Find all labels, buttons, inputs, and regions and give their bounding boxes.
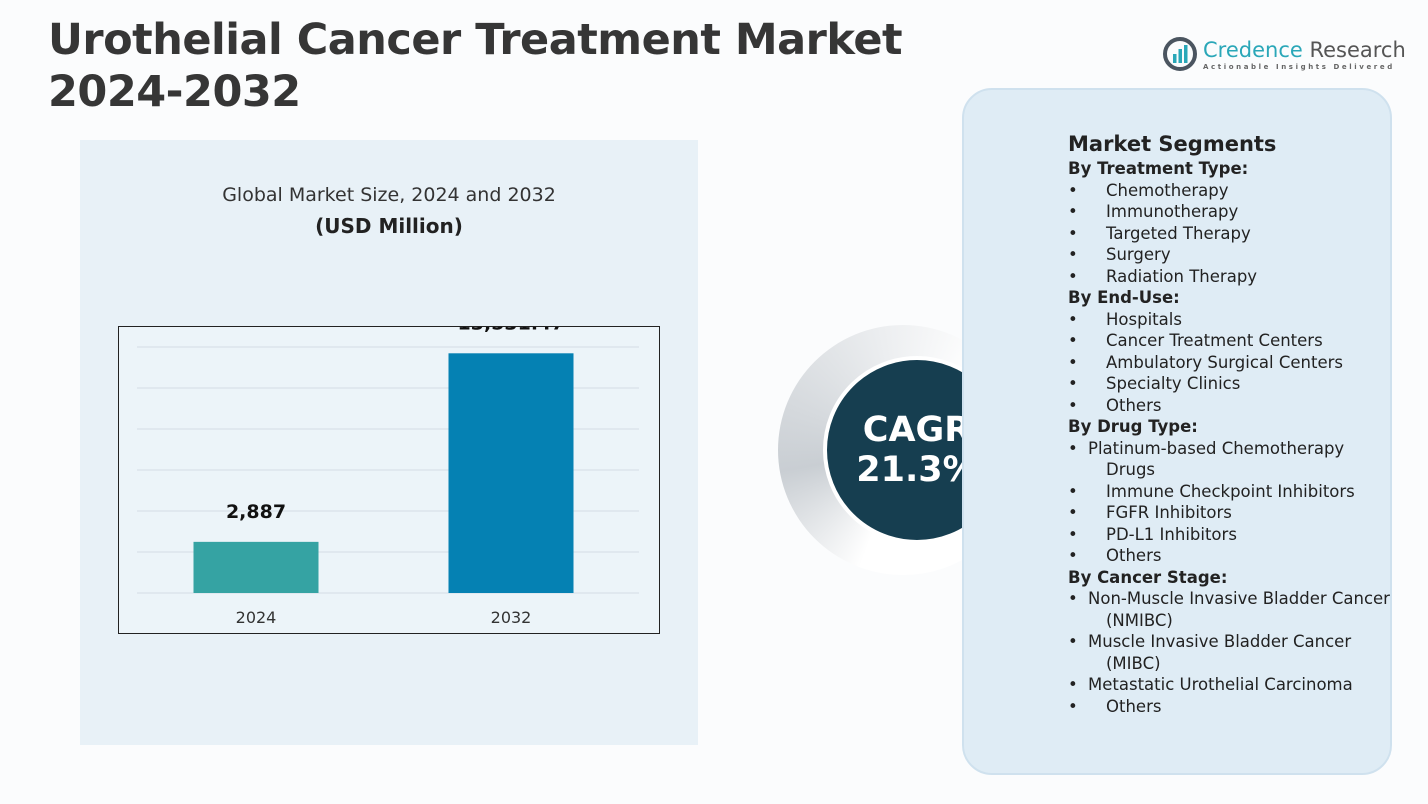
segment-item-label: Metastatic Urothelial Carcinoma bbox=[1088, 675, 1353, 694]
segment-item-label: Ambulatory Surgical Centers bbox=[1106, 352, 1343, 372]
bullet-icon: • bbox=[1068, 266, 1078, 286]
logo-tagline: Actionable Insights Delivered bbox=[1203, 62, 1395, 71]
bullet-icon: • bbox=[1068, 589, 1078, 608]
segment-item: • Hospitals bbox=[1068, 309, 1398, 331]
bullet-icon: • bbox=[1068, 438, 1078, 458]
logo-name-a: Credence bbox=[1203, 37, 1303, 62]
segment-item-label: Chemotherapy bbox=[1106, 180, 1229, 200]
logo: Credence Research Actionable Insights De… bbox=[1162, 36, 1406, 72]
page-title: Urothelial Cancer Treatment Market 2024-… bbox=[48, 14, 903, 118]
segment-item-label: Immune Checkpoint Inhibitors bbox=[1106, 481, 1355, 501]
logo-icon bbox=[1163, 37, 1197, 71]
chart-title: Global Market Size, 2024 and 2032 bbox=[222, 184, 556, 206]
bullet-icon: • bbox=[1068, 245, 1078, 264]
bullet-icon: • bbox=[1068, 223, 1078, 243]
segments-panel bbox=[962, 88, 1392, 775]
bullet-icon: • bbox=[1068, 503, 1078, 522]
segment-item: • Others bbox=[1068, 545, 1398, 567]
bullet-icon: • bbox=[1068, 309, 1078, 329]
data-label: 13,531.47 bbox=[458, 327, 565, 334]
bar-chart: 2,887 2024 13,531.47 2032 bbox=[137, 312, 639, 627]
segment-item: • Specialty Clinics bbox=[1068, 373, 1398, 395]
segment-item: • Cancer Treatment Centers bbox=[1068, 330, 1398, 352]
title-line-2: 2024-2032 bbox=[48, 67, 301, 117]
bullet-icon: • bbox=[1068, 374, 1078, 393]
bullet-icon: • bbox=[1068, 546, 1078, 565]
segment-item: • FGFR Inhibitors bbox=[1068, 502, 1398, 524]
segment-item-label: Platinum-based Chemotherapy Drugs bbox=[1088, 438, 1345, 480]
x-tick-label: 2032 bbox=[491, 608, 532, 627]
bar-2032 bbox=[448, 353, 574, 593]
segment-item-label: Muscle Invasive Bladder Cancer (MIBC) bbox=[1088, 632, 1352, 673]
bullet-icon: • bbox=[1068, 202, 1078, 221]
segment-item: • Platinum-based Chemotherapy Drugs bbox=[1068, 438, 1398, 481]
market-segments: Market Segments By Treatment Type: • Chemo… bbox=[1068, 130, 1398, 717]
segment-item: • Non-Muscle Invasive Bladder Cancer (NMI… bbox=[1068, 588, 1398, 631]
bullet-icon: • bbox=[1068, 696, 1078, 716]
chart-subtitle: (USD Million) bbox=[315, 214, 463, 238]
segment-item: • Radiation Therapy bbox=[1068, 266, 1398, 288]
segment-item-label: FGFR Inhibitors bbox=[1106, 503, 1232, 522]
segment-item: • Chemotherapy bbox=[1068, 180, 1398, 202]
segment-item-label: Cancer Treatment Centers bbox=[1106, 331, 1323, 350]
logo-name-b: Research bbox=[1302, 37, 1406, 62]
cagr-value: 21.3% bbox=[856, 450, 978, 490]
cagr-label: CAGR bbox=[862, 410, 972, 450]
bullet-icon: • bbox=[1068, 395, 1078, 415]
segment-item: • Immune Checkpoint Inhibitors bbox=[1068, 481, 1398, 503]
bar-2024 bbox=[193, 541, 319, 593]
segment-item-label: Others bbox=[1106, 546, 1162, 565]
segment-item: • PD-L1 Inhibitors bbox=[1068, 524, 1398, 546]
segment-item: • Surgery bbox=[1068, 244, 1398, 266]
segment-item-label: Hospitals bbox=[1106, 309, 1182, 329]
segment-group-title: By End-Use: bbox=[1068, 288, 1180, 307]
segment-item: • Metastatic Urothelial Carcinoma bbox=[1068, 674, 1398, 696]
bullet-icon: • bbox=[1068, 352, 1078, 372]
segment-item-label: Others bbox=[1106, 395, 1162, 415]
segment-item: • Immunotherapy bbox=[1068, 201, 1398, 223]
chart-frame: 2,887 2024 13,531.47 2032 bbox=[118, 312, 660, 634]
segment-item-label: PD-L1 Inhibitors bbox=[1106, 524, 1237, 544]
title-line-1: Urothelial Cancer Treatment Market bbox=[48, 15, 903, 65]
segment-item: • Others bbox=[1068, 395, 1398, 417]
segment-group-title: By Treatment Type: bbox=[1068, 159, 1249, 178]
segment-item: • Muscle Invasive Bladder Cancer (MIBC) bbox=[1068, 631, 1398, 674]
segment-item: • Others bbox=[1068, 696, 1398, 718]
segment-group-title: By Cancer Stage: bbox=[1068, 567, 1228, 587]
segment-item-label: Surgery bbox=[1106, 245, 1171, 264]
bullet-icon: • bbox=[1068, 331, 1078, 350]
segment-groups: By Treatment Type: • Chemotherapy • Immunoth… bbox=[1068, 158, 1398, 717]
bullet-icon: • bbox=[1068, 481, 1078, 501]
bullet-icon: • bbox=[1068, 675, 1078, 694]
segment-item-label: Others bbox=[1106, 696, 1162, 716]
segment-item-label: Specialty Clinics bbox=[1106, 374, 1241, 393]
x-tick-label: 2024 bbox=[236, 608, 277, 627]
segments-heading: Market Segments bbox=[1068, 132, 1277, 156]
bullet-icon: • bbox=[1068, 524, 1078, 544]
segment-item-label: Targeted Therapy bbox=[1106, 223, 1251, 243]
segment-item-label: Immunotherapy bbox=[1106, 202, 1239, 221]
data-label: 2,887 bbox=[226, 501, 286, 523]
bullet-icon: • bbox=[1068, 632, 1078, 651]
bullet-icon: • bbox=[1068, 180, 1078, 200]
segment-item-label: Radiation Therapy bbox=[1106, 266, 1258, 286]
segment-item: • Ambulatory Surgical Centers bbox=[1068, 352, 1398, 374]
segment-item: • Targeted Therapy bbox=[1068, 223, 1398, 245]
segment-item-label: Non-Muscle Invasive Bladder Cancer (NMIB… bbox=[1088, 589, 1390, 630]
segment-group-title: By Drug Type: bbox=[1068, 417, 1198, 436]
logo-name: Credence Research bbox=[1203, 38, 1406, 62]
